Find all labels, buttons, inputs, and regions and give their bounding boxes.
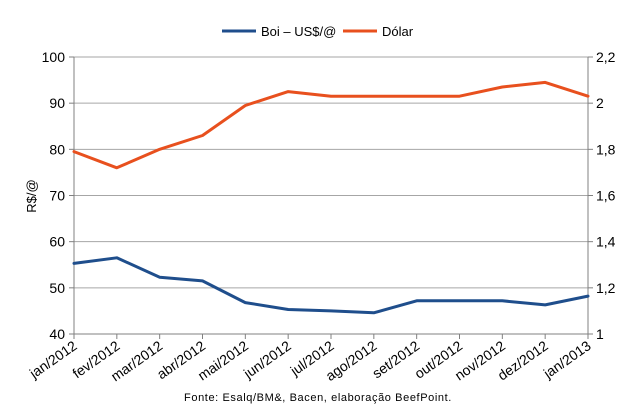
left-axis-ticks: 40 50 60 70 80 90 100: [42, 49, 74, 342]
x-tick-label: jan/2013: [540, 337, 594, 382]
legend-label-dolar: Dólar: [382, 24, 414, 39]
x-tick-label: jun/2012: [240, 337, 294, 382]
y-tick-label: 40: [49, 326, 65, 342]
series-line-dolar: [72, 80, 590, 170]
y-tick-label: 70: [49, 188, 65, 204]
y-tick-label: 90: [49, 95, 65, 111]
series-line-boi: [72, 256, 590, 315]
y2-tick-label: 1,6: [596, 188, 616, 204]
y-tick-label: 100: [42, 49, 66, 65]
y2-tick-label: 1,2: [596, 280, 616, 296]
y2-tick-label: 1,4: [596, 234, 616, 250]
legend: Boi – US$/@ Dólar: [222, 24, 414, 39]
y-axis-title: R$/@: [24, 179, 39, 212]
y-tick-label: 60: [49, 234, 65, 250]
x-tick-label: jan/2012: [26, 337, 80, 382]
y-tick-label: 50: [49, 280, 65, 296]
y2-tick-label: 1: [596, 326, 604, 342]
source-note: Fonte: Esalq/BM&, Bacen, elaboração Beef…: [184, 392, 452, 404]
series-lines: [72, 80, 590, 315]
gridlines: [74, 56, 588, 335]
y-tick-label: 80: [49, 141, 65, 157]
x-axis-ticks: jan/2012fev/2012mar/2012abr/2012mai/2012…: [26, 334, 594, 384]
y2-tick-label: 1,8: [596, 141, 616, 157]
y2-tick-label: 2,2: [596, 49, 616, 65]
y2-tick-label: 2: [596, 95, 604, 111]
right-axis-ticks: 1 1,2 1,4 1,6 1,8 2 2,2: [588, 49, 616, 342]
legend-label-boi: Boi – US$/@: [261, 24, 336, 39]
